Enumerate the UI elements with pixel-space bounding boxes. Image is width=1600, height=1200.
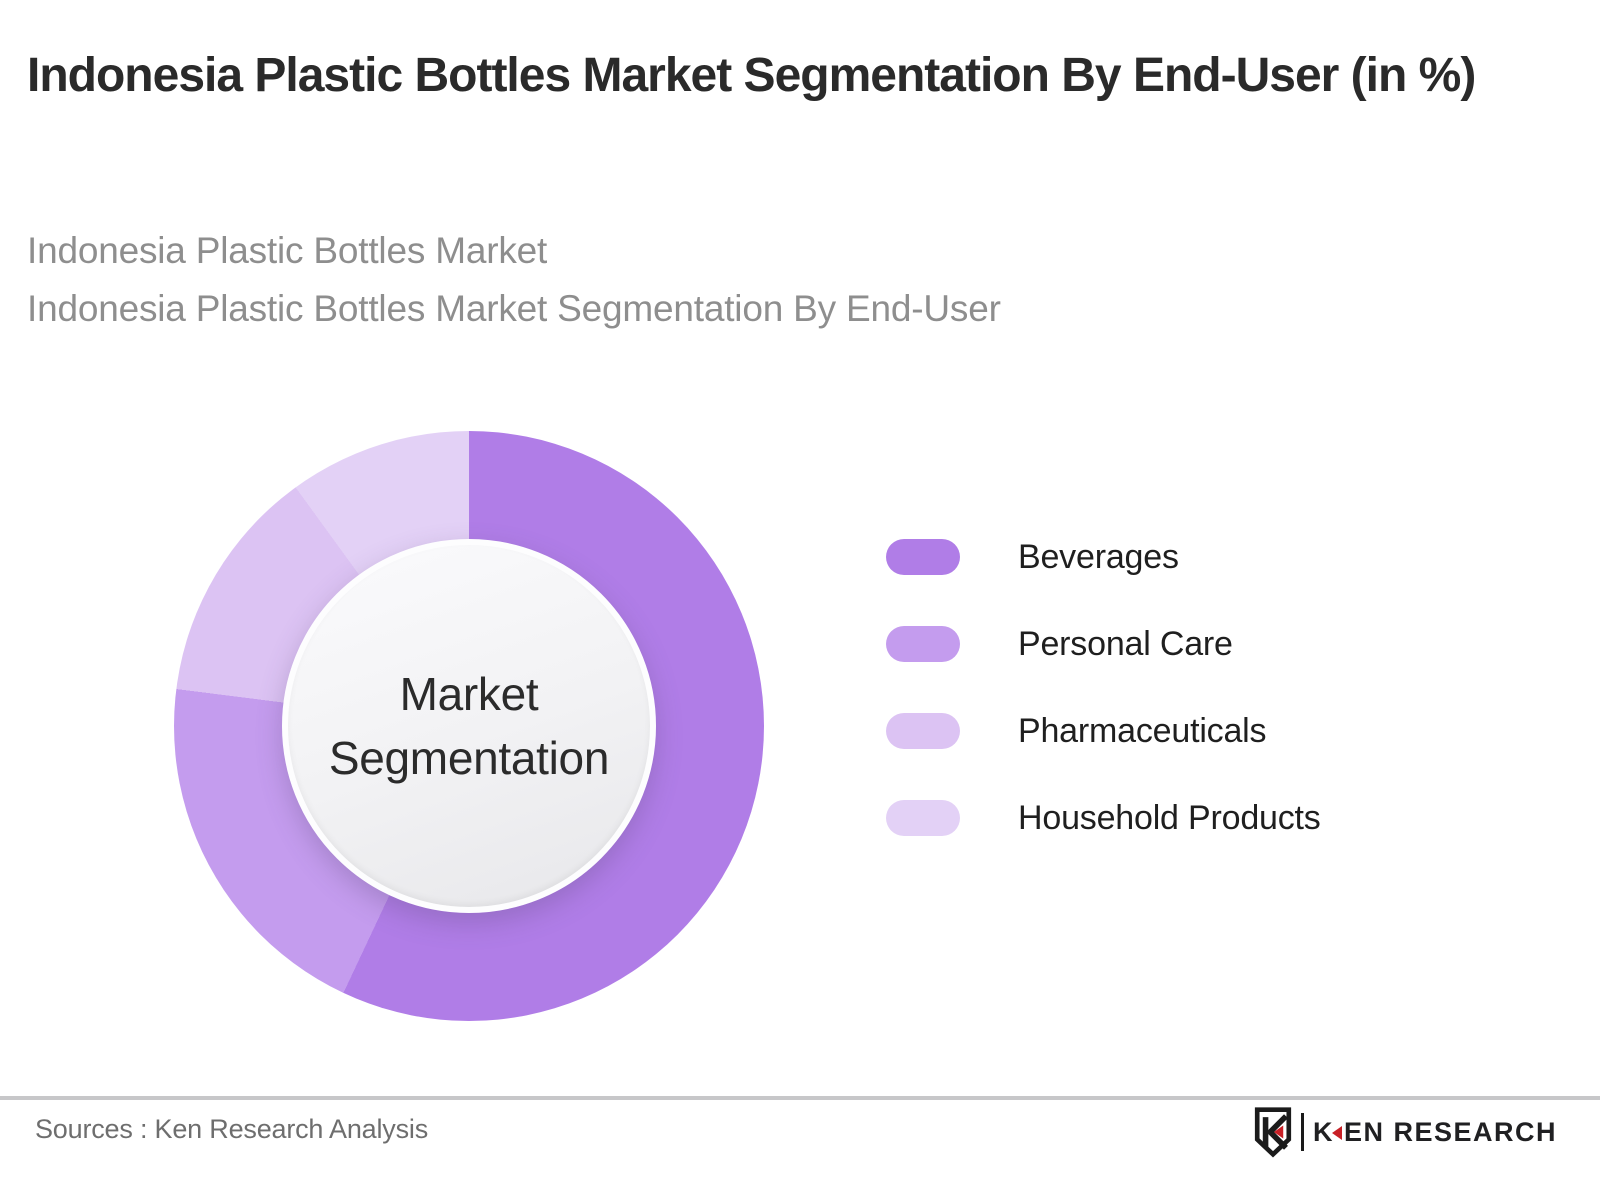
legend-label: Pharmaceuticals [1018,711,1267,750]
legend-swatch-personal-care [886,626,960,662]
legend-swatch-household-products [886,800,960,836]
source-text: Sources : Ken Research Analysis [35,1114,428,1144]
logo-wordmark-rest: EN RESEARCH [1343,1116,1557,1147]
page-subtitle-2: Indonesia Plastic Bottles Market Segment… [27,288,1001,329]
logo-wordmark-k: K [1312,1116,1334,1147]
page-title: Indonesia Plastic Bottles Market Segment… [27,49,1476,102]
center-label-line-1: Market [399,668,539,720]
legend-swatch-pharmaceuticals [886,713,960,749]
legend-item-personal-care: Personal Care [886,624,1321,663]
ken-research-logo: K EN RESEARCH [1252,1106,1557,1158]
center-label-line-2: Segmentation [328,732,610,784]
legend-item-pharmaceuticals: Pharmaceuticals [886,711,1321,750]
footer-divider [0,1096,1600,1100]
page-subtitle-1: Indonesia Plastic Bottles Market [27,230,548,271]
legend: Beverages Personal Care Pharmaceuticals … [886,537,1321,887]
legend-item-beverages: Beverages [886,537,1321,576]
logo-shield-icon [1254,1107,1292,1158]
logo-divider-bar [1300,1113,1304,1151]
legend-label: Beverages [1018,537,1179,576]
legend-label: Personal Care [1018,624,1233,663]
logo-red-triangle-icon [1331,1125,1342,1140]
logo-wordmark: K EN RESEARCH [1313,1117,1557,1148]
legend-swatch-beverages [886,539,960,575]
legend-label: Household Products [1018,798,1321,837]
donut-center: Market Segmentation [282,539,656,913]
legend-item-household-products: Household Products [886,798,1321,837]
